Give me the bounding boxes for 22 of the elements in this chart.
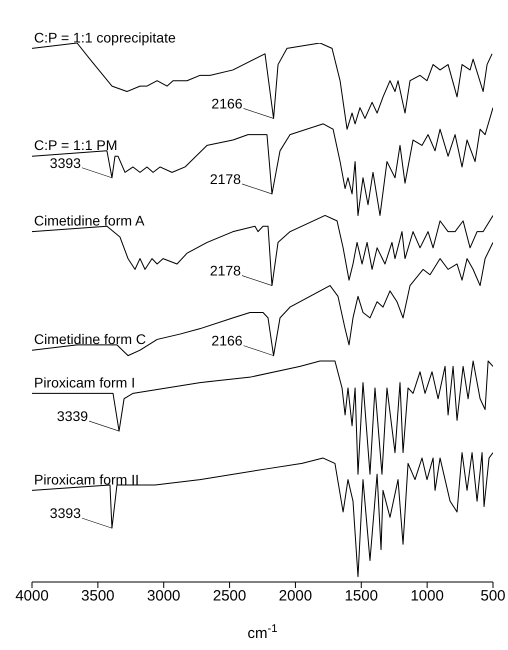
x-tick-label: 2500 bbox=[212, 588, 246, 605]
series-label: Piroxicam form II bbox=[34, 471, 140, 488]
x-tick-label: 3000 bbox=[147, 588, 180, 605]
annotation: 3393 bbox=[50, 154, 82, 171]
x-tick-label: 3500 bbox=[81, 588, 115, 605]
x-axis-title: cm$^{-1}$ bbox=[247, 623, 278, 642]
annotation: 3393 bbox=[50, 505, 82, 522]
x-tick-label: 4000 bbox=[15, 588, 49, 605]
annotation: 2178 bbox=[210, 170, 242, 187]
series-label: C:P = 1:1 PM bbox=[34, 137, 118, 154]
series-label: Cimetidine form C bbox=[34, 331, 146, 348]
annotation: 3339 bbox=[56, 408, 88, 424]
x-tick-label: 2000 bbox=[278, 588, 312, 605]
annotation: 2166 bbox=[211, 332, 243, 349]
annotation: 2178 bbox=[210, 262, 242, 279]
x-tick-label: 1500 bbox=[344, 588, 378, 605]
series-label: C:P = 1:1 coprecipitate bbox=[34, 29, 176, 46]
x-tick-label: 1000 bbox=[410, 588, 444, 605]
annotation: 2166 bbox=[211, 95, 243, 112]
x-tick-label: 500 bbox=[480, 588, 506, 605]
series-label: Piroxicam form I bbox=[34, 374, 136, 390]
series-label: Cimetidine form A bbox=[34, 212, 146, 229]
